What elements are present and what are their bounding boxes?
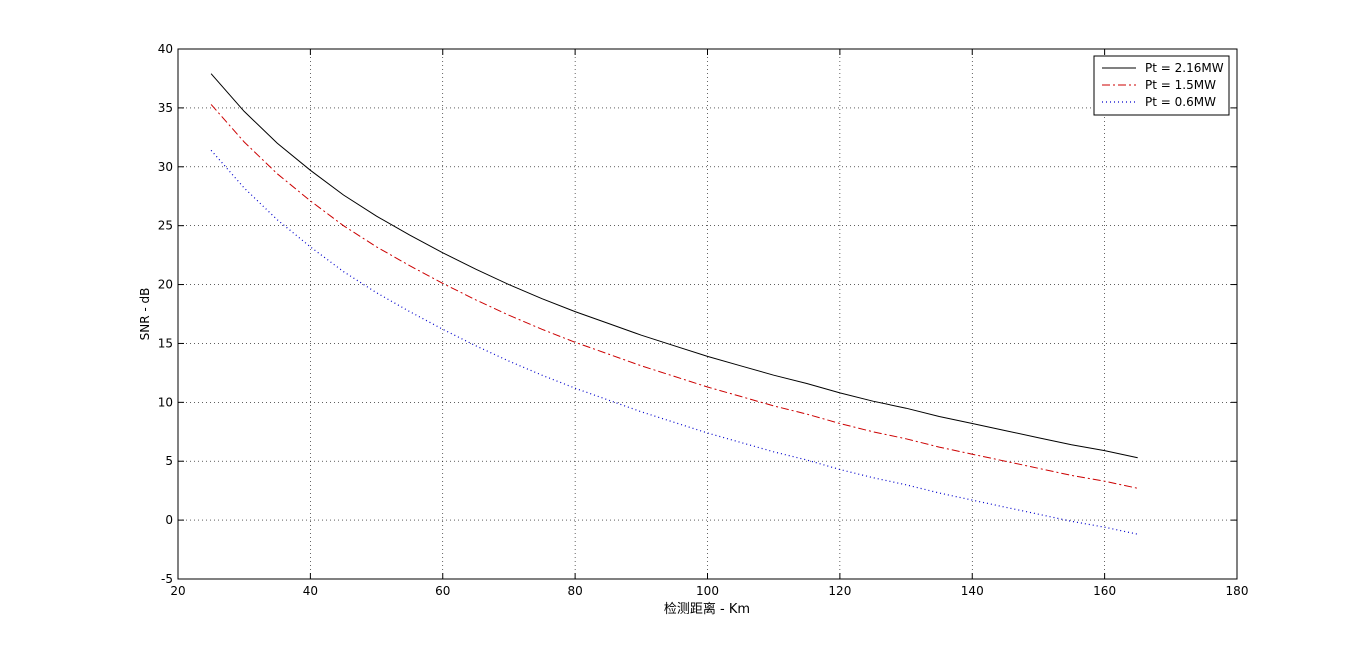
y-axis-label: SNR - dB bbox=[138, 288, 152, 341]
y-tick-label: 25 bbox=[158, 219, 173, 233]
legend-box bbox=[1093, 55, 1230, 116]
series-lines bbox=[210, 73, 1138, 535]
y-tick-label: 20 bbox=[158, 278, 173, 292]
x-tick-label: 80 bbox=[567, 584, 582, 598]
x-tick-label: 120 bbox=[828, 584, 851, 598]
x-tick-label: 100 bbox=[696, 584, 719, 598]
legend-label-1: Pt = 2.16MW bbox=[1145, 61, 1224, 75]
x-axis-label: 检测距离 - Km bbox=[664, 601, 750, 617]
x-tick-label: 60 bbox=[435, 584, 450, 598]
y-tick-label: -5 bbox=[161, 572, 173, 586]
y-tick-label: 15 bbox=[158, 336, 173, 350]
x-tick-label: 20 bbox=[170, 584, 185, 598]
grid-lines bbox=[178, 49, 1237, 579]
legend-label-2: Pt = 1.5MW bbox=[1145, 78, 1216, 92]
series-line-3 bbox=[210, 149, 1138, 535]
series-line-1 bbox=[210, 73, 1138, 459]
axis-ticks bbox=[177, 48, 1238, 580]
x-tick-label: 180 bbox=[1226, 584, 1249, 598]
x-tick-label: 40 bbox=[303, 584, 318, 598]
y-tick-label: 10 bbox=[158, 395, 173, 409]
legend: Pt = 2.16MW Pt = 1.5MW Pt = 0.6MW bbox=[1093, 55, 1230, 116]
y-tick-label: 40 bbox=[158, 42, 173, 56]
y-tick-label: 0 bbox=[165, 513, 173, 527]
x-tick-label: 160 bbox=[1093, 584, 1116, 598]
y-tick-label: 35 bbox=[158, 101, 173, 115]
series-line-2 bbox=[210, 104, 1138, 489]
axis-tick-labels: 20 40 60 80 100 120 140 160 180 -5 0 5 10 15 20 25 30 35 4… bbox=[158, 42, 1249, 598]
x-tick-label: 140 bbox=[961, 584, 984, 598]
y-tick-label: 5 bbox=[165, 454, 173, 468]
y-tick-label: 30 bbox=[158, 160, 173, 174]
legend-label-3: Pt = 0.6MW bbox=[1145, 95, 1216, 109]
